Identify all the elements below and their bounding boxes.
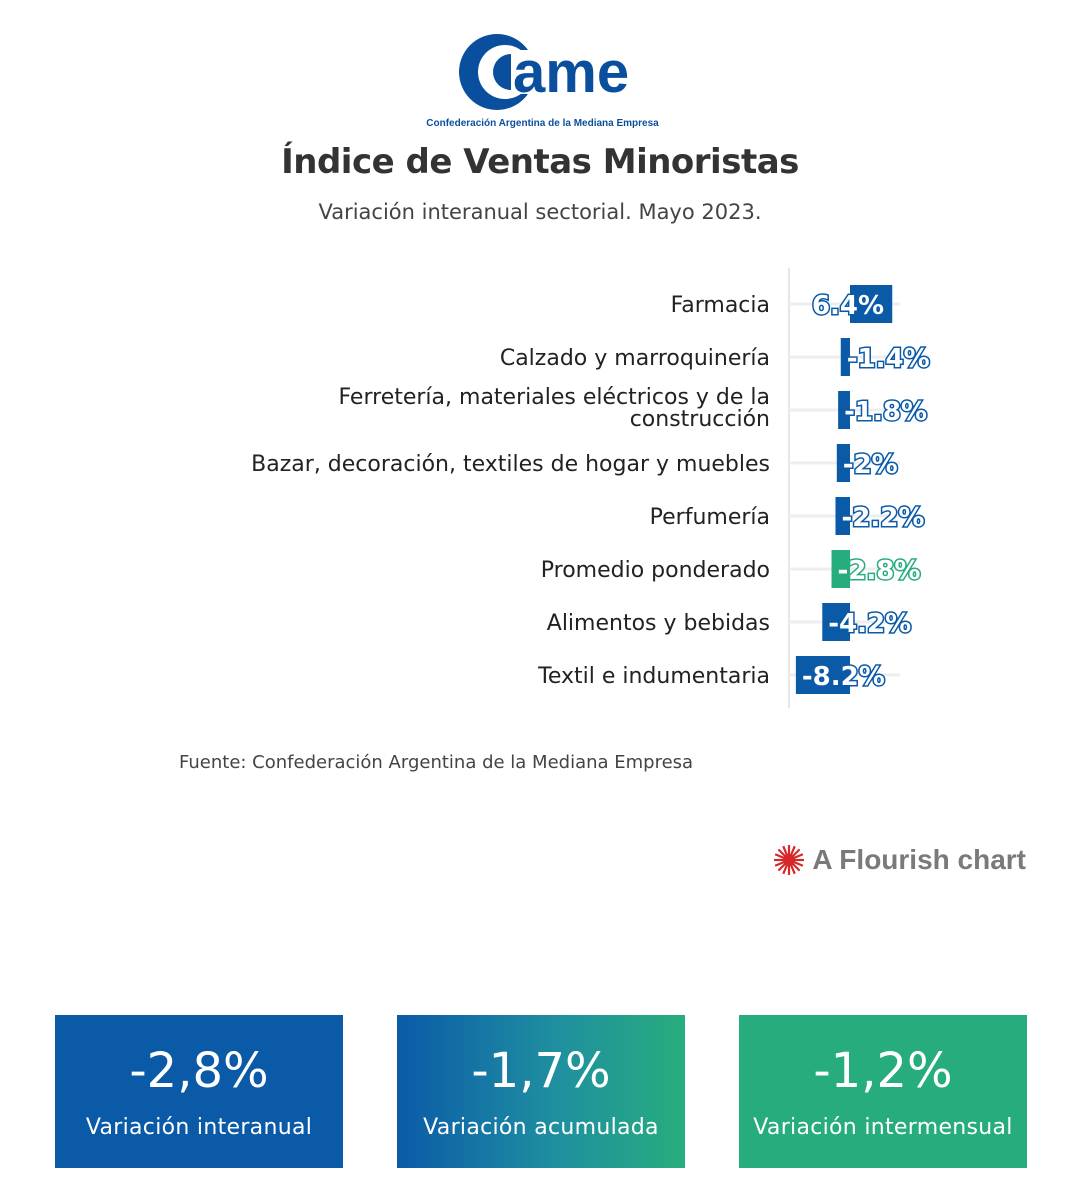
logo-text: ame (513, 40, 629, 105)
category-label: Calzado y marroquinería (500, 346, 770, 371)
value-label: -8.2% (802, 662, 885, 692)
kpi-value: -2,8% (129, 1043, 269, 1099)
kpi-card-acumulada: -1,7% Variación acumulada (397, 1015, 685, 1168)
logo-tagline: Confederación Argentina de la Mediana Em… (426, 118, 659, 129)
kpi-value: -1,2% (813, 1043, 953, 1099)
value-label: -2% (843, 450, 898, 480)
came-logo-mark: ame (459, 34, 629, 110)
category-label: Perfumería (650, 505, 770, 530)
category-label: Textil e indumentaria (537, 664, 770, 689)
bar[interactable] (835, 497, 850, 535)
source-footnote: Fuente: Confederación Argentina de la Me… (179, 752, 694, 773)
flourish-burst-icon (774, 845, 805, 875)
bar[interactable] (838, 391, 850, 429)
bar[interactable] (840, 338, 850, 376)
value-label: -2.8% (838, 556, 921, 586)
category-label: Promedio ponderado (541, 558, 770, 583)
category-label: Alimentos y bebidas (547, 611, 770, 636)
kpi-card-interanual: -2,8% Variación interanual (55, 1015, 343, 1168)
kpi-label: Variación intermensual (753, 1115, 1013, 1140)
flourish-credit-label: A Flourish chart (812, 844, 1026, 875)
kpi-label: Variación acumulada (423, 1115, 659, 1140)
category-label: Ferretería, materiales eléctricos y de l… (338, 385, 770, 432)
bar[interactable] (822, 603, 850, 641)
bar[interactable] (836, 444, 850, 482)
flourish-credit[interactable]: A Flourish chart (772, 843, 1026, 877)
category-label: Farmacia (671, 293, 770, 318)
bar[interactable] (850, 285, 893, 323)
kpi-card-intermensual: -1,2% Variación intermensual (739, 1015, 1027, 1168)
value-label: -1.4% (847, 344, 930, 374)
came-logo: ame Confederación Argentina de la Median… (425, 30, 660, 130)
kpi-label: Variación interanual (85, 1115, 313, 1140)
value-label: 6.4% (812, 291, 884, 321)
value-label: -4.2% (828, 609, 911, 639)
bar-chart: Farmacia 6.4% Calzado y marroquinería -1.4%… (251, 268, 931, 708)
chart-title: Índice de Ventas Minoristas (281, 142, 799, 182)
value-label: -2.2% (841, 503, 924, 533)
kpi-value: -1,7% (471, 1043, 611, 1099)
chart-subtitle: Variación interanual sectorial. Mayo 202… (318, 200, 762, 224)
bar[interactable] (831, 550, 850, 588)
category-label: Bazar, decoración, textiles de hogar y m… (251, 452, 770, 477)
bar[interactable] (795, 656, 850, 694)
value-label: -1.8% (844, 397, 927, 427)
